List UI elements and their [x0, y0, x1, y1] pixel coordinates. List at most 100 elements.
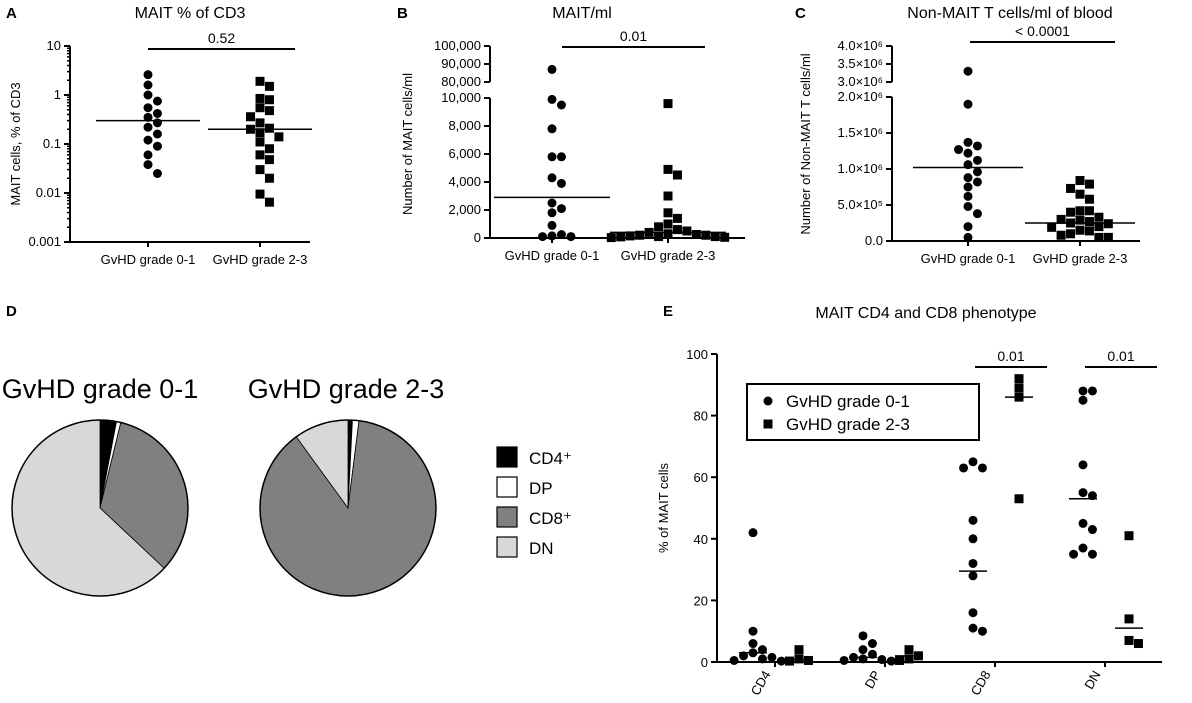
panel-b-square-point — [663, 164, 673, 174]
panel-b-significance-label: 0.01 — [620, 28, 647, 44]
panel-c-category-label: GvHD grade 2-3 — [1033, 251, 1128, 266]
panel-b-square-point — [654, 232, 664, 242]
panel-b-circle-point — [547, 231, 557, 241]
panel-b-square-point — [672, 213, 682, 223]
panel-a-square-point — [246, 112, 256, 122]
panel-e-circle-point — [968, 534, 978, 544]
panel-a-circle-point — [152, 129, 162, 139]
panel-a-square-point — [255, 118, 265, 128]
panel-a-circle-point — [143, 160, 153, 170]
panel-letter-a: A — [6, 5, 17, 22]
panel-b-square-point — [663, 191, 673, 201]
panel-c-circle-point — [963, 66, 973, 76]
panel-e-circle-point — [968, 571, 978, 581]
panel-e-circle-point — [1078, 488, 1088, 498]
panel-c-square-point — [1066, 183, 1076, 193]
pie-legend-label: CD8⁺ — [529, 509, 572, 528]
panel-a-circle-point — [152, 141, 162, 151]
panel-e-square-point — [1124, 635, 1134, 645]
panel-e-circle-point — [1078, 543, 1088, 553]
panel-b-circle-point — [547, 198, 557, 208]
panel-b-square-point — [625, 231, 635, 241]
panel-e-circle-point — [748, 639, 758, 649]
panel-a-circle-point — [143, 70, 153, 80]
panel-c-circle-point — [963, 222, 973, 232]
panel-e-circle-point — [886, 656, 896, 666]
panel-c-circle-point — [963, 173, 973, 183]
panel-b-tick-label: 8,000 — [448, 118, 481, 133]
panel-a-tick-label: 0.1 — [43, 136, 61, 151]
panel-b-square-point — [710, 232, 720, 242]
panel-c-circle-point — [972, 141, 982, 151]
panel-a-square-point — [255, 189, 265, 199]
panel-a-square-point — [264, 123, 274, 133]
panel-a-tick-label: 1 — [54, 87, 61, 102]
panel-a-circle-point — [152, 169, 162, 179]
panel-e-circle-point — [729, 655, 739, 665]
panel-b-category-label: GvHD grade 0-1 — [505, 248, 600, 263]
pie-legend-label: DP — [529, 479, 553, 498]
panel-e-legend-label: GvHD grade 2-3 — [786, 415, 910, 434]
panel-e-significance-label: 0.01 — [1107, 348, 1134, 364]
panel-c-square-point — [1056, 230, 1066, 240]
panel-b-square-point — [682, 226, 692, 236]
panel-a-square-point — [264, 144, 274, 154]
panel-b-square-point — [672, 225, 682, 235]
panel-c-tick-label: 2.0×10⁶ — [838, 89, 883, 104]
panel-b-square-point — [663, 229, 673, 239]
panel-e-square-point — [1124, 614, 1134, 624]
panel-e-circle-point — [757, 654, 767, 664]
panel-b-circle-point — [556, 100, 566, 110]
panel-e-circle-point — [977, 463, 987, 473]
panel-e-circle-point — [839, 655, 849, 665]
panel-a-category-label: GvHD grade 2-3 — [213, 252, 308, 267]
panel-a-square-point — [264, 106, 274, 116]
panel-a-circle-point — [143, 122, 153, 132]
panel-b-circle-point — [556, 230, 566, 239]
panel-c-significance-label: < 0.0001 — [1015, 23, 1070, 39]
panel-c-circle-point — [963, 182, 973, 192]
panel-e-circle-point — [1087, 525, 1097, 535]
panel-e-square-point — [904, 645, 914, 655]
panel-e-square-point — [1133, 639, 1143, 649]
panel-c-tick-label: 4.0×10⁶ — [838, 38, 883, 53]
panel-c-square-point — [1084, 194, 1094, 204]
panel-letter-d: D — [6, 303, 17, 320]
panel-a-square-point — [255, 103, 265, 113]
panel-b-circle-point — [547, 220, 557, 230]
panel-b-circle-point — [547, 64, 557, 74]
panel-e-category-label: CD4 — [748, 668, 774, 698]
panel-e-circle-point — [1087, 386, 1097, 396]
panel-e-circle-point — [776, 656, 786, 666]
panel-c-tick-label: 1.0×10⁶ — [838, 161, 883, 176]
panel-b-tick-label: 4,000 — [448, 174, 481, 189]
panel-e-tick-label: 60 — [694, 470, 708, 485]
panel-c-square-point — [1084, 226, 1094, 236]
panel-a-circle-point — [143, 103, 153, 113]
panel-letter-b: B — [397, 5, 408, 22]
panel-c-circle-point — [972, 209, 982, 219]
panel-b-tick-label: 100,000 — [434, 38, 481, 53]
panel-e-tick-label: 20 — [694, 593, 708, 608]
panel-b-circle-point — [566, 232, 576, 242]
panel-c-square-point — [1075, 215, 1085, 225]
panel-a-chart: MAIT % of CD3 0.001 0.01 0.1 1 10 MAIT cells, … — [8, 5, 312, 267]
panel-a-square-point — [264, 197, 274, 207]
panel-a-ylabel: MAIT cells, % of CD3 — [8, 82, 23, 205]
panel-e-circle-point — [1078, 395, 1088, 405]
panel-c-square-point — [1075, 189, 1085, 199]
panel-c-square-point — [1056, 214, 1066, 224]
panel-b-tick-label: 80,000 — [441, 74, 481, 89]
panel-e-circle-point — [748, 626, 758, 636]
panel-e-legend-label: GvHD grade 0-1 — [786, 392, 910, 411]
panel-e-category-label: DN — [1081, 668, 1103, 692]
panel-c-square-point — [1047, 222, 1057, 232]
panel-e-circle-point — [867, 639, 877, 649]
panel-b-square-point — [701, 230, 711, 240]
pie-outline — [11, 419, 189, 597]
panel-letter-c: C — [795, 5, 806, 22]
panel-c-square-point — [1075, 206, 1085, 216]
panel-e-circle-point — [858, 645, 868, 655]
panel-a-tick-label: 10 — [47, 38, 61, 53]
